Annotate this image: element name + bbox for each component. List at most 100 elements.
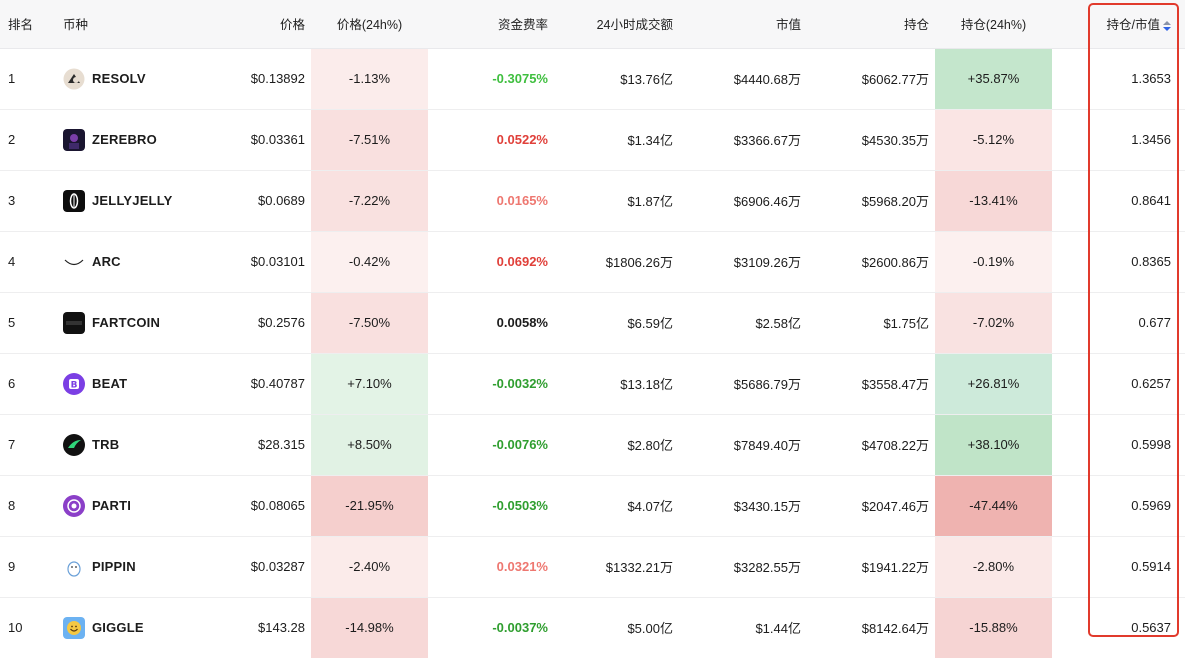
price-change-cell: -21.95% — [311, 475, 428, 537]
svg-text:B: B — [71, 380, 78, 390]
coin-symbol: PARTI — [92, 498, 132, 513]
market-cap-cell: $3282.55万 — [679, 536, 807, 598]
table-row[interactable]: 7 TRB $28.315 +8.50% -0.0076% $2.80亿 $7849.40万… — [0, 414, 1185, 476]
col-market-cap-header[interactable]: 市值 — [679, 0, 807, 49]
coin-cell[interactable]: GIGGLE — [55, 597, 203, 658]
col-price-header[interactable]: 价格 — [203, 0, 311, 49]
oi-mcap-ratio-cell: 0.8641 — [1052, 170, 1185, 232]
coin-symbol: FARTCOIN — [92, 315, 161, 330]
oi-change-cell: -15.88% — [935, 597, 1052, 658]
open-interest-cell: $4530.35万 — [807, 109, 935, 171]
table-row[interactable]: 4 ARC $0.03101 -0.42% 0.0692% $1806.26万 $3109.… — [0, 231, 1185, 293]
trb-logo-icon — [63, 433, 85, 456]
col-volume-header[interactable]: 24小时成交额 — [554, 0, 679, 49]
price-change-cell: +7.10% — [311, 353, 428, 415]
table-row[interactable]: 3 JELLYJELLY $0.0689 -7.22% 0.0165% $1.87亿 $69… — [0, 170, 1185, 232]
table-row[interactable]: 6 B BEAT $0.40787 +7.10% -0.0032% $13.18亿 $5686… — [0, 353, 1185, 415]
price-change-cell: -1.13% — [311, 48, 428, 110]
table-row[interactable]: 10 GIGGLE $143.28 -14.98% -0.0037% $5.00亿 $1.4… — [0, 597, 1185, 658]
zerebro-logo-icon — [63, 128, 85, 151]
col-oi-mcap-header[interactable]: 持仓/市值 — [1052, 0, 1185, 49]
rank-cell: 4 — [0, 231, 55, 293]
price-change-cell: -14.98% — [311, 597, 428, 658]
oi-change-cell: +35.87% — [935, 48, 1052, 110]
coin-symbol: BEAT — [92, 376, 128, 391]
oi-mcap-ratio-cell: 0.5998 — [1052, 414, 1185, 476]
open-interest-cell: $1941.22万 — [807, 536, 935, 598]
coin-symbol: GIGGLE — [92, 620, 144, 636]
coin-cell[interactable]: RESOLV — [55, 48, 203, 110]
oi-mcap-ratio-cell: 0.5637 — [1131, 620, 1171, 636]
table-row[interactable]: 5 FARTCOIN $0.2576 -7.50% 0.0058% $6.59亿 $2.58… — [0, 292, 1185, 354]
rank-cell: 9 — [0, 536, 55, 598]
price-cell: $0.03361 — [203, 109, 311, 171]
funding-rate-cell: -0.0076% — [428, 414, 554, 476]
parti-logo-icon — [63, 494, 85, 517]
market-cap-cell: $3366.67万 — [679, 109, 807, 171]
open-interest-cell: $1.75亿 — [807, 292, 935, 354]
coin-symbol: ZEREBRO — [92, 132, 157, 147]
price-cell: $0.08065 — [203, 475, 311, 537]
price-change-cell: -2.40% — [311, 536, 428, 598]
oi-change-cell: -13.41% — [935, 170, 1052, 232]
coin-cell[interactable]: ARC — [55, 231, 203, 293]
coin-cell[interactable]: ZEREBRO — [55, 109, 203, 171]
funding-rate-cell: 0.0692% — [428, 231, 554, 293]
price-change-cell: -7.22% — [311, 170, 428, 232]
market-cap-cell: $2.58亿 — [679, 292, 807, 354]
col-price-change-header[interactable]: 价格(24h%) — [311, 0, 428, 49]
oi-change-cell: -2.80% — [935, 536, 1052, 598]
sort-descending-icon[interactable] — [1163, 20, 1171, 31]
oi-change-cell: -47.44% — [935, 475, 1052, 537]
table-row[interactable]: 2 ZEREBRO $0.03361 -7.51% 0.0522% $1.34亿 $3366… — [0, 109, 1185, 171]
volume-cell: $5.00亿 — [627, 621, 673, 637]
coin-cell[interactable]: JELLYJELLY — [55, 170, 203, 232]
open-interest-cell: $8142.64万 — [861, 621, 929, 637]
volume-cell: $13.76亿 — [554, 48, 679, 110]
price-cell: $0.2576 — [203, 292, 311, 354]
rank-cell: 5 — [0, 292, 55, 354]
resolv-logo-icon — [63, 68, 85, 90]
col-oi-change-header[interactable]: 持仓(24h%) — [935, 0, 1052, 49]
funding-rate-cell: 0.0321% — [428, 536, 554, 598]
oi-change-cell: -5.12% — [935, 109, 1052, 171]
rank-cell: 8 — [0, 475, 55, 537]
table-row[interactable]: 9 PIPPIN $0.03287 -2.40% 0.0321% $1332.21万 $32… — [0, 536, 1185, 598]
volume-cell: $1806.26万 — [554, 231, 679, 293]
coin-cell[interactable]: PARTI — [55, 475, 203, 537]
table-row[interactable]: 8 PARTI $0.08065 -21.95% -0.0503% $4.07亿 $3430… — [0, 475, 1185, 537]
funding-rate-cell: 0.0522% — [428, 109, 554, 171]
funding-rate-cell: 0.0058% — [428, 292, 554, 354]
volume-cell: $4.07亿 — [554, 475, 679, 537]
table-row[interactable]: 1 RESOLV $0.13892 -1.13% -0.3075% $13.76亿 $444… — [0, 48, 1185, 110]
funding-rate-cell: -0.3075% — [428, 48, 554, 110]
rank-cell: 10 — [8, 620, 23, 636]
arc-logo-icon — [63, 250, 85, 273]
coin-symbol: JELLYJELLY — [92, 193, 173, 208]
funding-rate-cell: -0.0037% — [492, 620, 548, 636]
coin-cell[interactable]: FARTCOIN — [55, 292, 203, 354]
col-rank-header[interactable]: 排名 — [0, 0, 55, 49]
funding-rate-cell: -0.0032% — [428, 353, 554, 415]
volume-cell: $13.18亿 — [554, 353, 679, 415]
coin-cell[interactable]: B BEAT — [55, 353, 203, 415]
rank-cell: 6 — [0, 353, 55, 415]
open-interest-cell: $3558.47万 — [807, 353, 935, 415]
coin-cell[interactable]: TRB — [55, 414, 203, 476]
giggle-logo-icon — [63, 616, 85, 639]
oi-mcap-ratio-cell: 0.8365 — [1052, 231, 1185, 293]
coin-symbol: TRB — [92, 437, 120, 452]
oi-change-cell: -0.19% — [935, 231, 1052, 293]
col-funding-rate-header[interactable]: 资金费率 — [428, 0, 554, 49]
oi-change-cell: +26.81% — [935, 353, 1052, 415]
volume-cell: $1332.21万 — [554, 536, 679, 598]
col-coin-header[interactable]: 币种 — [55, 0, 203, 49]
price-cell: $0.03287 — [203, 536, 311, 598]
market-cap-cell: $7849.40万 — [679, 414, 807, 476]
rank-cell: 2 — [0, 109, 55, 171]
col-open-interest-header[interactable]: 持仓 — [807, 0, 935, 49]
coin-cell[interactable]: PIPPIN — [55, 536, 203, 598]
open-interest-cell: $4708.22万 — [807, 414, 935, 476]
coin-symbol: PIPPIN — [92, 559, 136, 574]
oi-change-cell: +38.10% — [935, 414, 1052, 476]
